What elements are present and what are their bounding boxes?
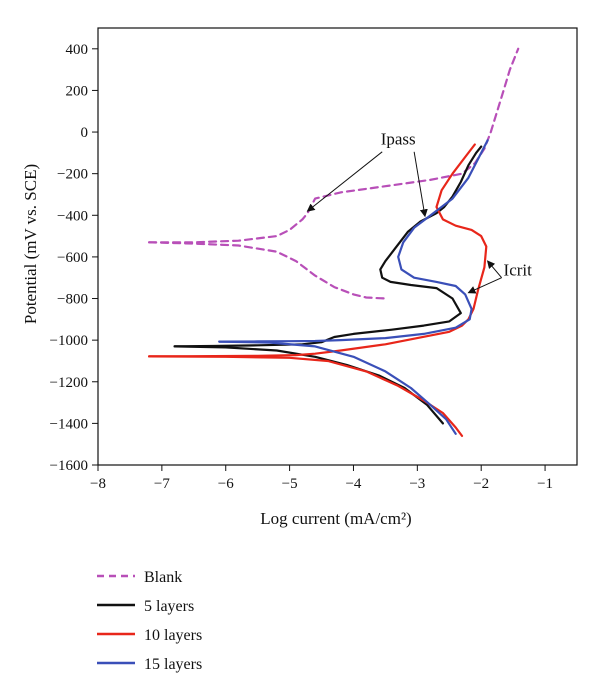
series-blank-anodic-line xyxy=(148,47,520,244)
x-tick-label: −5 xyxy=(282,476,298,492)
y-tick-label: 200 xyxy=(66,83,89,99)
legend-label-blank: Blank xyxy=(144,569,182,586)
x-tick-label: −2 xyxy=(473,476,489,492)
icrit-arrow-lower xyxy=(467,277,502,294)
icrit-label: Icrit xyxy=(504,261,533,280)
series-5-layers-anodic-line xyxy=(173,145,483,348)
legend-label-15-layers: 15 layers xyxy=(144,656,202,673)
ticks-layer: −8 −7 −6 −5 −4 −3 −2 −14002000−200−400−600−800−… xyxy=(50,42,554,492)
series-10-layers-anodic-line xyxy=(148,143,488,358)
x-tick-label: −8 xyxy=(90,476,106,492)
x-tick-label: −7 xyxy=(154,476,170,492)
x-tick-label: −4 xyxy=(345,476,361,492)
y-tick-label: −1200 xyxy=(50,375,88,391)
annotation-layer: Ipass Icrit xyxy=(306,130,533,294)
icrit-arrow-upper xyxy=(486,260,503,279)
legend: Blank 5 layers 10 layers 15 layers xyxy=(97,569,202,673)
series-layer xyxy=(148,47,520,437)
legend-label-5-layers: 5 layers xyxy=(144,598,194,615)
plot-border xyxy=(97,27,578,466)
y-tick-label: −800 xyxy=(57,292,88,308)
x-tick-label: −3 xyxy=(409,476,425,492)
ipass-arrow-layer xyxy=(413,151,428,218)
y-tick-label: 400 xyxy=(66,42,89,58)
y-tick-label: −1600 xyxy=(50,458,88,474)
x-axis-title: Log current (mA/cm²) xyxy=(260,509,411,528)
y-axis-title: Potential (mV vs. SCE) xyxy=(21,164,40,324)
y-tick-label: 0 xyxy=(81,125,89,141)
series-5-layers-cathodic-line xyxy=(173,345,444,425)
series-15-layers-cathodic-line xyxy=(218,340,457,435)
series-15-layers-anodic-line xyxy=(218,139,489,343)
y-tick-label: −1000 xyxy=(50,333,88,349)
legend-label-10-layers: 10 layers xyxy=(144,627,202,644)
plot-frame xyxy=(97,27,578,466)
y-tick-label: −600 xyxy=(57,250,88,266)
ipass-arrow-blank xyxy=(306,151,383,212)
y-tick-label: −200 xyxy=(57,167,88,183)
x-tick-label: −1 xyxy=(537,476,553,492)
series-10-layers-cathodic-line xyxy=(148,355,464,437)
y-tick-label: −1400 xyxy=(50,416,88,432)
series-blank-cathodic-line xyxy=(148,241,387,300)
y-tick-label: −400 xyxy=(57,208,88,224)
ipass-label: Ipass xyxy=(381,130,416,149)
x-tick-label: −6 xyxy=(218,476,234,492)
